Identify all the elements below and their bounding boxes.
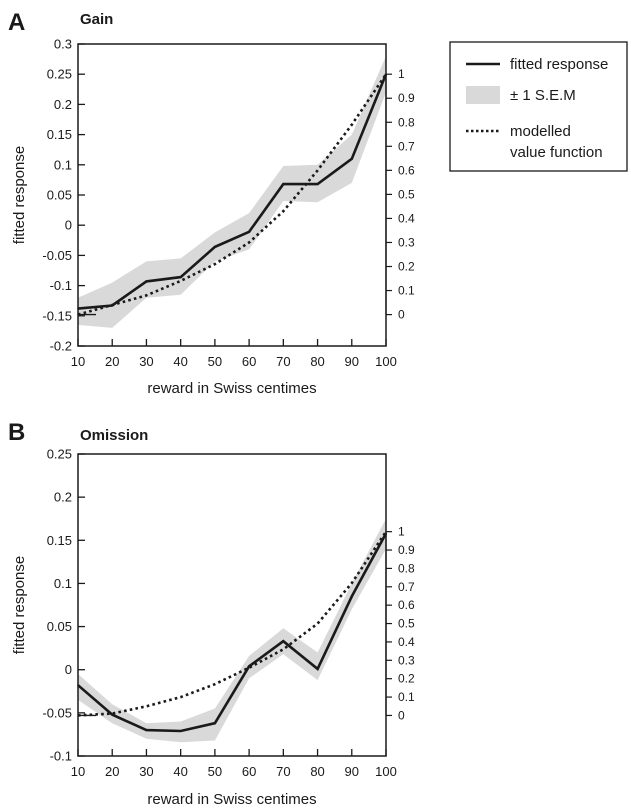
y-tick-label: -0.2 (50, 339, 72, 354)
fitted-response-line (77, 532, 388, 733)
y-tick-label: 0.15 (47, 127, 72, 142)
x-tick-label: 20 (105, 764, 119, 779)
y-tick-label: -0.05 (42, 248, 72, 263)
x-tick-label: 30 (139, 354, 153, 369)
fitted-point (145, 729, 148, 731)
y-tick-label: 0.05 (47, 619, 72, 634)
y2-tick-label: 0.2 (398, 672, 415, 686)
y-tick-label: -0.1 (50, 749, 72, 764)
x-tick-label: 40 (173, 764, 187, 779)
y2-tick-label: 0.2 (398, 260, 415, 274)
fitted-point (214, 722, 216, 725)
x-tick-label: 10 (71, 354, 85, 369)
legend-label-model-2: value function (510, 144, 603, 161)
y-tick-label: 0.25 (47, 67, 72, 82)
fitted-point (248, 665, 250, 668)
legend-label-model-1: modelled (510, 123, 571, 140)
x-tick-label: 80 (310, 354, 324, 369)
y2-tick-label: 0.7 (398, 139, 415, 153)
y-tick-label: 0 (65, 662, 72, 677)
x-tick-label: 100 (375, 354, 397, 369)
x-tick-label: 60 (242, 764, 256, 779)
legend-band-swatch (466, 86, 500, 104)
y2-tick-label: 0 (398, 708, 405, 722)
panel-letter: B (8, 419, 25, 446)
fitted-point (350, 157, 353, 160)
y2-tick-label: 0.9 (398, 543, 415, 557)
legend: fitted response ± 1 S.E.M modelled value… (449, 41, 628, 172)
fitted-point (282, 640, 285, 643)
y-tick-label: 0.3 (54, 37, 72, 52)
y-tick-label: 0.15 (47, 533, 72, 548)
modelled-value-line (77, 73, 388, 316)
y-tick-label: -0.1 (50, 278, 72, 293)
y-axis-label: fitted response (11, 556, 28, 654)
fitted-response-line (77, 73, 388, 310)
y-tick-label: -0.15 (42, 308, 72, 323)
y2-tick-label: 0.6 (398, 163, 415, 177)
legend-label-fitted: fitted response (510, 56, 608, 73)
x-tick-label: 100 (375, 764, 397, 779)
fitted-point (282, 183, 285, 185)
y2-tick-label: 0.4 (398, 635, 415, 649)
x-tick-label: 50 (208, 354, 222, 369)
y-tick-label: 0.1 (54, 157, 72, 172)
y2-tick-label: 0.5 (398, 617, 415, 631)
y-tick-label: 0.2 (54, 490, 72, 505)
y2-tick-label: 0.5 (398, 187, 415, 201)
y-tick-label: 0 (65, 218, 72, 233)
y2-tick-label: 0.4 (398, 211, 415, 225)
y2-tick-label: 0.1 (398, 284, 415, 298)
y2-tick-label: 0.9 (398, 91, 415, 105)
fitted-point (316, 668, 319, 670)
y2-tick-label: 1 (398, 525, 405, 539)
panel-title: Gain (80, 11, 113, 28)
y2-tick-label: 0.3 (398, 653, 415, 667)
x-tick-label: 10 (71, 764, 85, 779)
x-tick-label: 30 (139, 764, 153, 779)
x-tick-label: 50 (208, 764, 222, 779)
x-tick-label: 40 (173, 354, 187, 369)
fitted-point (214, 246, 216, 248)
x-tick-label: 70 (276, 354, 290, 369)
y2-tick-label: 0.8 (398, 115, 415, 129)
y-tick-label: 0.2 (54, 97, 72, 112)
y2-tick-label: 0 (398, 308, 405, 322)
x-tick-label: 70 (276, 764, 290, 779)
fitted-point (145, 280, 148, 283)
x-axis-label: reward in Swiss centimes (147, 380, 316, 397)
y-tick-label: -0.05 (42, 705, 72, 720)
x-tick-label: 90 (345, 764, 359, 779)
y2-tick-label: 0.1 (398, 690, 415, 704)
y-tick-label: 0.05 (47, 188, 72, 203)
fitted-point (248, 231, 250, 233)
sem-band (78, 56, 386, 328)
y-tick-label: 0.1 (54, 576, 72, 591)
fitted-point (111, 713, 114, 716)
x-tick-label: 20 (105, 354, 119, 369)
panel-a: A Gain -0.2 -0.15 -0.1 -0.05 0 0.05 0.1 0.15 0.2 0.… (8, 9, 415, 397)
fitted-point (316, 183, 319, 185)
fitted-point (111, 304, 114, 307)
x-axis-label: reward in Swiss centimes (147, 791, 316, 808)
panel-letter: A (8, 9, 25, 36)
x-tick-label: 60 (242, 354, 256, 369)
legend-label-sem: ± 1 S.E.M (510, 87, 576, 104)
sem-band (78, 518, 386, 743)
y2-tick-label: 1 (398, 67, 405, 81)
y2-tick-label: 0.8 (398, 561, 415, 575)
x-tick-label: 90 (345, 354, 359, 369)
panel-title: Omission (80, 427, 148, 444)
y2-tick-label: 0.7 (398, 580, 415, 594)
fitted-point (179, 276, 182, 278)
y2-tick-label: 0.6 (398, 598, 415, 612)
y2-tick-label: 0.3 (398, 235, 415, 249)
x-tick-label: 80 (310, 764, 324, 779)
y-tick-label: 0.25 (47, 447, 72, 462)
fitted-point (179, 730, 182, 732)
fitted-point (350, 595, 353, 598)
y-axis-label: fitted response (11, 146, 28, 244)
